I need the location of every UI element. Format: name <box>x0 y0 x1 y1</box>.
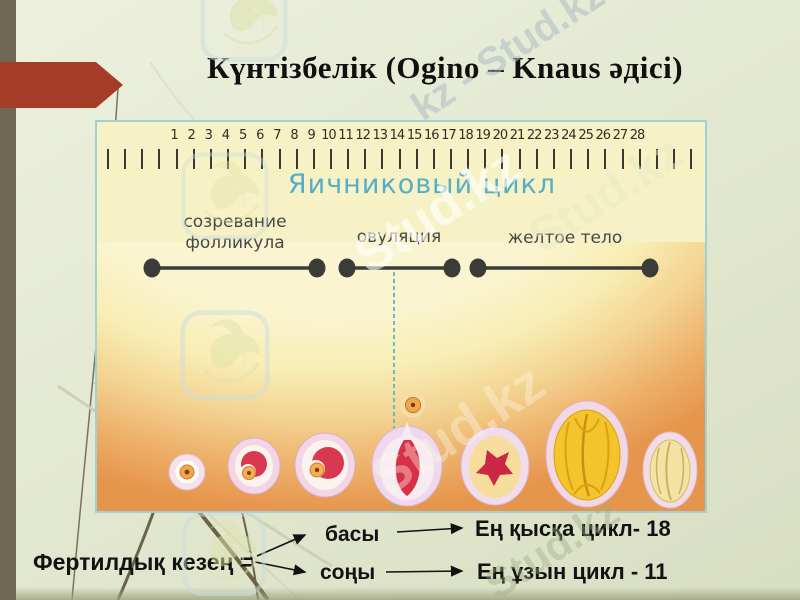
ruler-day-number: 23 <box>544 128 560 143</box>
slide-edge-bar <box>0 0 16 600</box>
ruler-tick <box>484 149 487 169</box>
follicle-stage-2 <box>227 437 281 495</box>
ruler-tick <box>604 149 607 169</box>
ruler-tick <box>655 149 658 169</box>
ruler-tick <box>535 149 538 169</box>
ruler-day-number: 16 <box>423 128 440 143</box>
ruler-day-number: 20 <box>492 128 509 143</box>
ruler-tick <box>364 149 367 169</box>
shortest-cycle-rule: Ең қысқа цикл- 18 <box>475 516 671 541</box>
ruler-day-number: 19 <box>475 128 491 143</box>
ruler-day-number: 24 <box>561 128 577 143</box>
ruler-day-number: 22 <box>526 128 543 143</box>
fertile-period-label: Фертилдық кезең = <box>33 549 254 575</box>
ruler-day-number: 26 <box>595 128 611 143</box>
longest-cycle-rule: Ең ұзын цикл - 11 <box>477 559 668 584</box>
ruler-day-number: 21 <box>509 128 526 143</box>
ruler-tick <box>518 149 521 169</box>
ruler-tick <box>621 149 624 169</box>
ruler-tick <box>587 149 590 169</box>
cycle-heading: Яичниковый цикл <box>287 169 557 200</box>
ruler-day-number: 28 <box>629 128 646 143</box>
corpus-luteum-regressing <box>642 431 698 509</box>
ruler-tick <box>501 149 504 169</box>
ruler-tick <box>398 149 401 169</box>
branch-end-label: соңы <box>320 561 376 584</box>
ruler-tick <box>570 149 573 169</box>
ruler-tick <box>141 149 144 169</box>
ruler-tick <box>347 149 350 169</box>
ruler-day-number: 11 <box>338 128 354 143</box>
ruler-day-number: 15 <box>406 128 423 143</box>
corpus-luteum-large <box>545 400 629 508</box>
cycle-diagram-graphics <box>143 258 698 510</box>
ruler-tick <box>450 149 452 169</box>
phase-label-corpus-luteum: желтое тело <box>507 228 623 248</box>
ruler-tick <box>415 149 418 169</box>
ruler-tick <box>467 149 470 169</box>
follicle-stage-5-collapsed <box>460 426 530 506</box>
phase-label-ovulation: овуляция <box>356 227 442 247</box>
ruler-day-number: 12 <box>355 128 371 143</box>
ruler-tick <box>638 149 641 169</box>
ruler-tick <box>552 149 555 169</box>
follicle-stage-1 <box>168 453 206 491</box>
ruler-day-number: 17 <box>441 128 457 143</box>
ruler-tick <box>432 149 435 169</box>
ruler-day-number: 13 <box>372 128 389 143</box>
ruler-day-number: 25 <box>578 128 594 143</box>
branch-start-label: басы <box>325 523 380 546</box>
ruler-tick <box>690 149 693 169</box>
follicle-stage-4-ovulation <box>371 392 443 507</box>
ruler-day-number: 14 <box>389 128 406 143</box>
follicle-stage-3 <box>294 432 356 498</box>
slide-title: Күнтізбелік (Ogino – Knaus әдісі) <box>206 50 684 85</box>
ruler-tick <box>672 149 675 169</box>
ruler-tick <box>124 149 127 169</box>
ruler-day-number: 18 <box>458 128 474 143</box>
ruler-day-number: 27 <box>612 128 629 143</box>
ovarian-cycle-picture: 1 2 3 4 5 6 7 8 9 10 11 12 13 14 15 16 17 18 19 20 21 22 23 24 2… <box>95 120 707 513</box>
ruler-tick <box>329 149 332 169</box>
ruler-tick <box>381 149 384 169</box>
bottom-shadow-strip <box>0 587 800 600</box>
segment-endpoint-dots <box>143 258 659 278</box>
